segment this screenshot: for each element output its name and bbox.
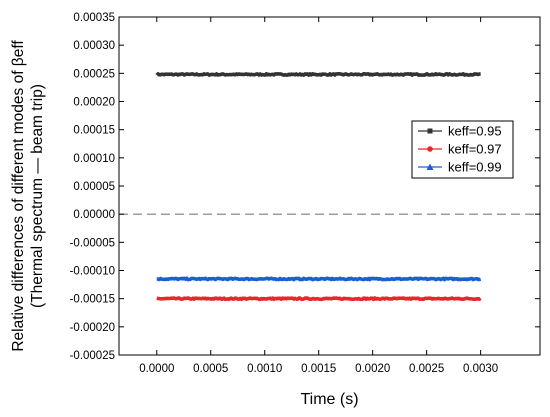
legend-marker-circle (427, 146, 433, 152)
y-tick-label: -0.00005 (70, 237, 115, 249)
series-line (155, 71, 482, 77)
legend-marker-square (427, 128, 433, 134)
x-tick-label: 0.0025 (409, 363, 444, 375)
x-tick-label: 0.0010 (247, 363, 282, 375)
series-line (156, 276, 482, 282)
y-tick-label: -0.00020 (70, 322, 115, 334)
y-tick-label: 0.00025 (73, 68, 115, 80)
y-axis-title: Relative differences of different modes … (10, 40, 27, 352)
y-tick-label: 0.00005 (73, 181, 115, 193)
y-tick-label: 0.00015 (73, 125, 115, 137)
y-axis-subtitle: (Thermal spectrum — beam trip) (29, 84, 46, 308)
x-tick-label: 0.0015 (301, 363, 336, 375)
x-tick-label: 0.0005 (193, 363, 228, 375)
plot-layer (119, 71, 540, 302)
series-line (156, 296, 482, 302)
y-tick-label: 0.00035 (73, 12, 115, 24)
y-tick-label: 0.00020 (73, 97, 115, 109)
legend-marker-triangle (426, 163, 434, 170)
y-tick-label: -0.00010 (70, 266, 115, 278)
legend: keff=0.95 keff=0.97 keff=0.99 (411, 120, 514, 179)
y-tick-label: -0.00015 (70, 294, 115, 306)
x-tick-label: 0.0030 (463, 363, 498, 375)
y-tick-label: 0.00010 (73, 153, 115, 165)
y-tick-label: 0.00000 (73, 209, 115, 221)
y-tick-label: 0.00030 (73, 40, 115, 52)
x-tick-label: 0.0000 (139, 363, 174, 375)
ticks-layer: 0.00035 0.00030 0.00025 0.00020 0.00015 0.000… (70, 12, 540, 375)
legend-label: keff=0.95 (448, 124, 502, 139)
x-tick-label: 0.0020 (355, 363, 390, 375)
x-axis-title: Time (s) (300, 391, 358, 408)
legend-label: keff=0.99 (448, 160, 502, 175)
plot-frame (118, 16, 541, 356)
legend-label: keff=0.97 (448, 142, 502, 157)
y-tick-label: -0.00025 (70, 350, 115, 362)
